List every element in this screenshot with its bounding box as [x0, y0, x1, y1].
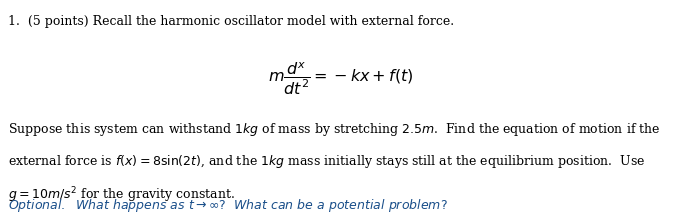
Text: external force is $f(x) = 8\sin(2t)$, and the $1kg$ mass initially stays still a: external force is $f(x) = 8\sin(2t)$, an…: [8, 153, 646, 170]
Text: $m\dfrac{d^x}{dt^2} = -kx + f(t)$: $m\dfrac{d^x}{dt^2} = -kx + f(t)$: [268, 60, 413, 97]
Text: 1.  (5 points) Recall the harmonic oscillator model with external force.: 1. (5 points) Recall the harmonic oscill…: [8, 15, 454, 28]
Text: $g = 10m/s^2$ for the gravity constant.: $g = 10m/s^2$ for the gravity constant.: [8, 186, 235, 205]
Text: $\mathit{Optional.\ \ What\ happens\ as\ }$$t \to \infty$$\mathit{?\ \ What\ can: $\mathit{Optional.\ \ What\ happens\ as\…: [8, 197, 448, 214]
Text: Suppose this system can withstand $1kg$ of mass by stretching $2.5m$.  Find the : Suppose this system can withstand $1kg$ …: [8, 121, 661, 138]
